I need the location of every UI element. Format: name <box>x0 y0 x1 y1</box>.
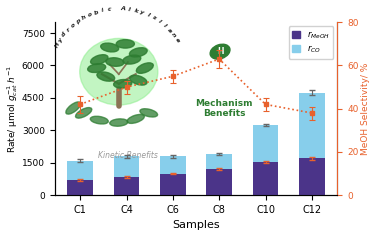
Bar <box>206 154 232 169</box>
Text: Mechanism
Benefits: Mechanism Benefits <box>196 99 253 118</box>
Bar <box>114 156 139 177</box>
Text: H: H <box>217 47 223 56</box>
Legend: $r_{MeOH}$, $r_{CO}$: $r_{MeOH}$, $r_{CO}$ <box>289 26 333 59</box>
Bar <box>299 93 324 158</box>
Bar <box>114 177 139 195</box>
Y-axis label: Rate/ μmol $g_{cat}^{-1}$ $h^{-1}$: Rate/ μmol $g_{cat}^{-1}$ $h^{-1}$ <box>6 65 20 153</box>
Bar <box>299 158 324 195</box>
Bar <box>160 173 186 195</box>
Bar <box>67 160 93 180</box>
Y-axis label: MeOH Selectivity/ %: MeOH Selectivity/ % <box>361 63 370 155</box>
X-axis label: Samples: Samples <box>172 220 220 230</box>
Bar <box>67 180 93 195</box>
Bar <box>160 156 186 173</box>
Bar <box>253 162 278 195</box>
Text: Kinetic Benefits: Kinetic Benefits <box>98 151 158 160</box>
Bar <box>253 125 278 162</box>
Ellipse shape <box>210 44 230 59</box>
Bar <box>206 169 232 195</box>
